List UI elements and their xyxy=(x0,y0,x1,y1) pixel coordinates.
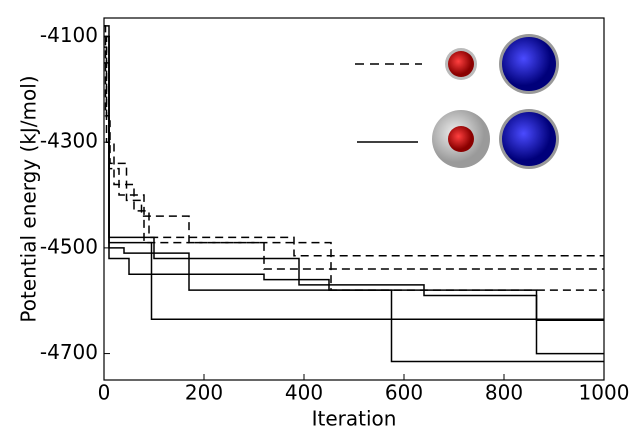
x-tick-label: 600 xyxy=(385,381,423,405)
legend-icon xyxy=(448,51,474,77)
series-line xyxy=(104,35,604,322)
x-tick-label: 0 xyxy=(98,381,111,405)
y-axis-label: Potential energy (kJ/mol) xyxy=(17,75,41,322)
legend-icon xyxy=(502,112,556,166)
x-axis-label: Iteration xyxy=(312,407,397,431)
legend-icon xyxy=(502,37,556,91)
legend xyxy=(355,34,559,169)
x-tick-label: 200 xyxy=(185,381,223,405)
series-line xyxy=(104,25,604,270)
series-line xyxy=(104,25,604,320)
y-tick-label: -4700 xyxy=(40,340,98,364)
x-tick-label: 400 xyxy=(285,381,323,405)
x-tick-label: 1000 xyxy=(579,381,630,405)
x-tick-label: 800 xyxy=(485,381,523,405)
series-line xyxy=(104,35,604,257)
y-tick-label: -4500 xyxy=(40,234,98,258)
y-tick-label: -4100 xyxy=(40,23,98,47)
series-line xyxy=(104,62,604,355)
y-tick-label: -4300 xyxy=(40,129,98,153)
series-line xyxy=(104,46,604,291)
plot-frame xyxy=(103,17,605,381)
legend-icon xyxy=(448,126,474,152)
